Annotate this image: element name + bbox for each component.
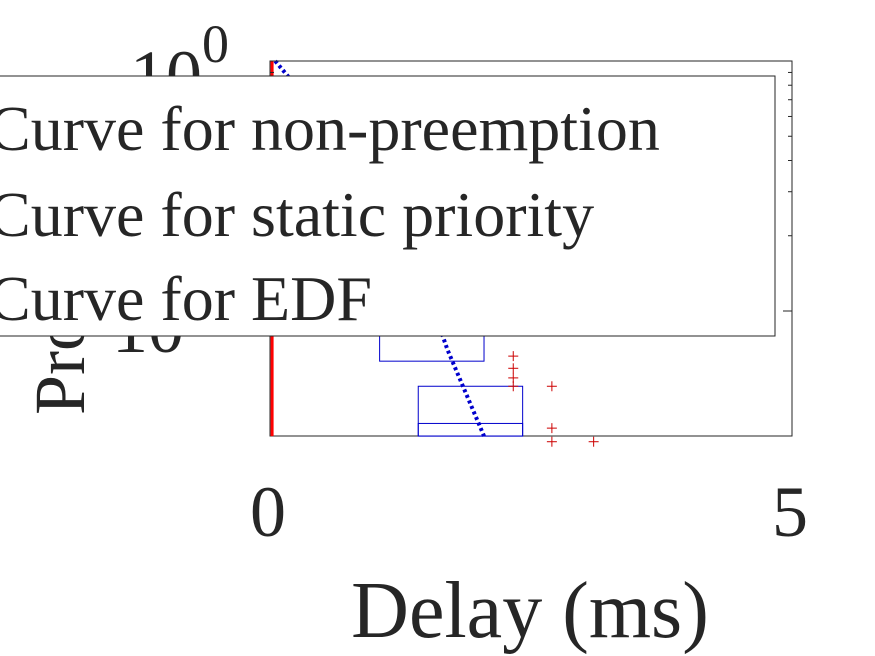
outlier-point-2: [508, 372, 519, 383]
outlier-point-1: [508, 363, 519, 374]
y-tick-0-exp: 0: [202, 14, 229, 74]
outlier-point-7: [588, 436, 599, 447]
x-tick-label-0: 0: [250, 472, 286, 552]
outlier-point-3: [508, 381, 519, 392]
box-mark-2: [417, 422, 524, 437]
outlier-point-6: [546, 436, 557, 447]
legend-entry-0: Curve for non-preemption: [0, 93, 660, 164]
legend: Curve for non-preemption Curve for stati…: [0, 75, 776, 337]
outlier-point-4: [546, 381, 557, 392]
outlier-point-0: [508, 351, 519, 362]
legend-entry-2: Curve for EDF: [0, 263, 372, 334]
legend-entry-1: Curve for static priority: [0, 179, 594, 250]
x-axis-title: Delay (ms): [351, 567, 709, 655]
x-tick-label-1: 5: [772, 472, 808, 552]
outlier-point-5: [546, 423, 557, 434]
legend-box: [0, 75, 776, 337]
